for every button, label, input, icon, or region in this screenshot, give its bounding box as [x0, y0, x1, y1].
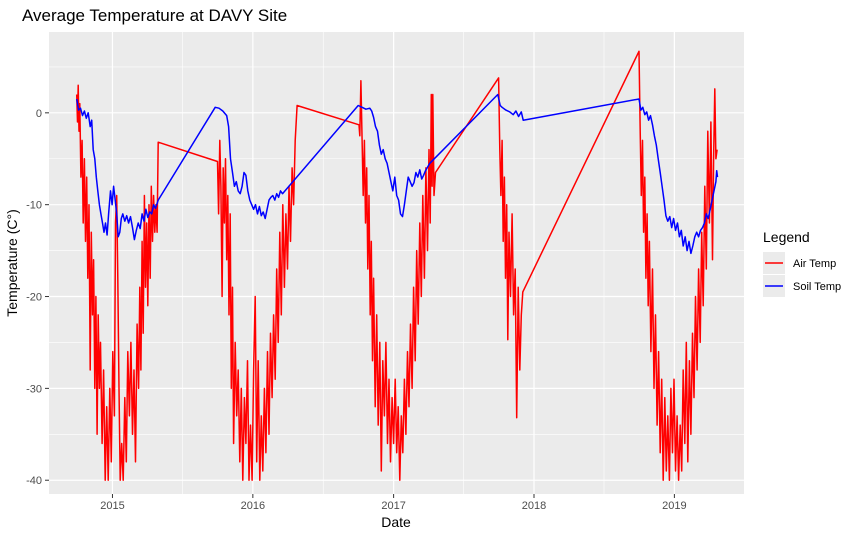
y-axis-title: Temperature (C°)	[4, 209, 20, 317]
minor-gridlines	[49, 32, 744, 494]
chart-title: Average Temperature at DAVY Site	[22, 6, 287, 25]
x-tick-label: 2016	[241, 500, 265, 512]
legend-items: Air Temp Soil Temp	[763, 252, 841, 297]
x-tick-label: 2015	[100, 500, 124, 512]
x-tick-label: 2018	[522, 500, 546, 512]
legend: Legend Air Temp Soil Temp	[763, 229, 841, 297]
legend-title: Legend	[763, 229, 810, 245]
legend-label-soil-temp: Soil Temp	[793, 281, 841, 293]
legend-label-air-temp: Air Temp	[793, 258, 836, 270]
x-axis-title: Date	[381, 514, 411, 530]
air-temp-line	[75, 50, 718, 481]
y-tick-label: 0	[36, 108, 42, 120]
x-axis-ticks: 2015 2016 2017 2018 2019	[100, 494, 687, 512]
x-tick-label: 2017	[381, 500, 405, 512]
soil-temp-line	[75, 93, 719, 255]
y-axis-ticks: 0 -10 -20 -30 -40	[26, 108, 49, 487]
y-tick-label: -40	[26, 475, 42, 487]
x-tick-label: 2019	[662, 500, 686, 512]
y-tick-label: -10	[26, 200, 42, 212]
y-tick-label: -20	[26, 292, 42, 304]
series-layer	[75, 50, 719, 481]
y-tick-label: -30	[26, 383, 42, 395]
